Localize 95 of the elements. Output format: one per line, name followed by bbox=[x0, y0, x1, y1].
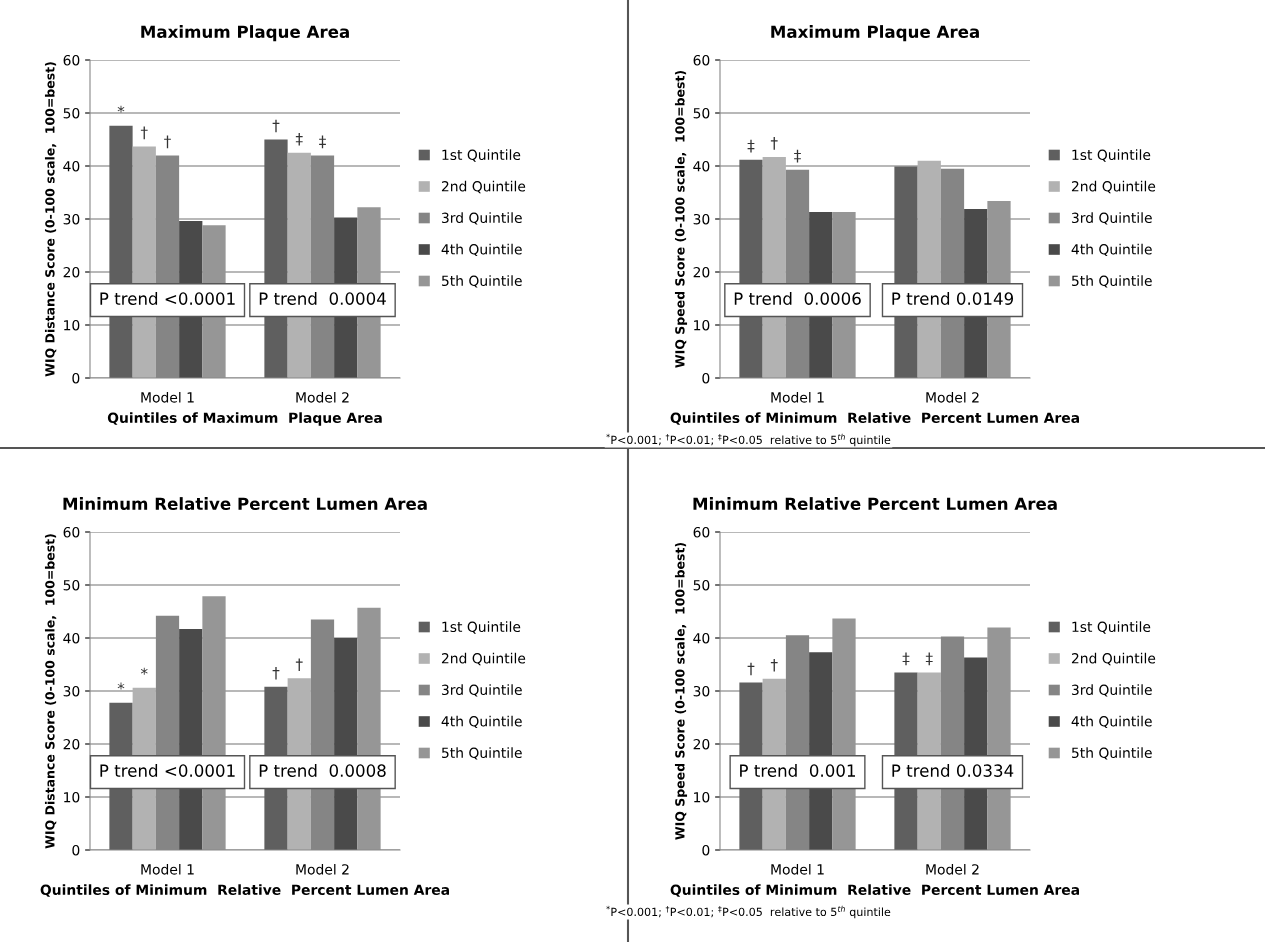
legend-label: 3rd Quintile bbox=[1071, 684, 1152, 697]
legend-label: 2nd Quintile bbox=[1071, 652, 1156, 666]
y-tick-label: 60 bbox=[63, 526, 80, 538]
data-label: † bbox=[164, 135, 171, 149]
legend-label: 3rd Quintile bbox=[1071, 212, 1152, 225]
data-label: † bbox=[295, 658, 303, 672]
data-label: ‡ bbox=[902, 652, 910, 666]
y-tick-label: 40 bbox=[63, 632, 80, 644]
legend-label: 4th Quintile bbox=[1071, 715, 1152, 729]
y-tick-label: 0 bbox=[702, 372, 710, 384]
y-axis-title: WIQ Distance Score (0-100 scale, 100=best) bbox=[44, 62, 57, 377]
text: $^{*}$P<0.001; $^{†}$P<0.01; $^{‡}$P<0.05 relative to 5$^{th}$ quintile bbox=[606, 905, 891, 919]
y-tick-label: 40 bbox=[693, 160, 710, 172]
data-label: ‡ bbox=[295, 132, 303, 146]
y-tick-label: 30 bbox=[63, 213, 80, 225]
x-axis-title: Quintiles of Minimum Relative Percent Lumen Area bbox=[670, 884, 1079, 897]
annotation: P trend <0.0001 bbox=[100, 292, 235, 305]
data-label: ‡ bbox=[794, 149, 801, 163]
x-axis-title: Quintiles of Minimum Relative Percent Lumen Area bbox=[40, 884, 449, 897]
y-tick-label: 10 bbox=[64, 319, 80, 331]
data-label: † bbox=[770, 137, 778, 150]
data-label: ‡ bbox=[747, 139, 755, 153]
chart-title: Maximum Plaque Area bbox=[141, 25, 349, 42]
text: $^{*}$P<0.001; $^{†}$P<0.01; $^{‡}$P<0.05 relative to 5$^{th}$ quintile bbox=[606, 433, 891, 447]
y-tick-label: 10 bbox=[694, 319, 710, 331]
annotation: P trend 0.0149 bbox=[892, 292, 1014, 305]
legend-label: 1st Quintile bbox=[442, 621, 521, 634]
y-tick-label: 0 bbox=[702, 844, 710, 856]
y-tick-label: 60 bbox=[693, 54, 710, 66]
chart-title: Maximum Plaque Area bbox=[771, 25, 979, 42]
legend-label: 3rd Quintile bbox=[441, 212, 522, 225]
y-tick-label: 20 bbox=[63, 266, 80, 278]
x-axis-title: Quintiles of Maximum Plaque Area bbox=[107, 412, 382, 426]
x-axis-title: Quintiles of Minimum Relative Percent Lumen Area bbox=[670, 412, 1079, 425]
annotation: P trend 0.0334 bbox=[892, 764, 1014, 777]
data-label: † bbox=[140, 126, 148, 140]
x-tick-label: Model 2 bbox=[926, 391, 979, 403]
annotation: P trend 0.0008 bbox=[259, 764, 386, 777]
legend-label: 1st Quintile bbox=[1072, 621, 1151, 634]
data-label: † bbox=[272, 666, 280, 680]
legend-label: 3rd Quintile bbox=[441, 684, 522, 697]
legend-label: 1st Quintile bbox=[1072, 149, 1151, 162]
legend-label: 4th Quintile bbox=[441, 715, 522, 729]
data-label: * bbox=[117, 105, 125, 113]
chart-title: Minimum Relative Percent Lumen Area bbox=[693, 497, 1057, 511]
legend-label: 5th Quintile bbox=[1071, 275, 1152, 288]
y-tick-label: 40 bbox=[693, 632, 710, 644]
legend-label: 5th Quintile bbox=[441, 275, 522, 288]
x-tick-label: Model 1 bbox=[141, 391, 194, 403]
annotation: P trend 0.001 bbox=[740, 764, 855, 777]
legend-label: 2nd Quintile bbox=[1071, 180, 1156, 194]
data-label: ‡ bbox=[319, 135, 326, 149]
x-tick-label: Model 2 bbox=[296, 863, 349, 875]
legend-label: 2nd Quintile bbox=[441, 652, 526, 666]
x-tick-label: Model 1 bbox=[141, 863, 194, 875]
y-tick-label: 50 bbox=[693, 579, 710, 591]
y-tick-label: 20 bbox=[693, 266, 710, 278]
y-tick-label: 60 bbox=[693, 526, 710, 538]
y-tick-label: 50 bbox=[63, 579, 80, 591]
legend-label: 1st Quintile bbox=[442, 149, 521, 162]
annotation: P trend 0.0006 bbox=[734, 292, 861, 305]
chart-title: Minimum Relative Percent Lumen Area bbox=[63, 497, 427, 511]
y-tick-label: 20 bbox=[693, 738, 710, 750]
x-tick-label: Model 2 bbox=[926, 863, 979, 875]
data-label: † bbox=[272, 119, 280, 133]
y-tick-label: 50 bbox=[63, 107, 80, 119]
y-axis-title: WIQ Speed Score (0-100 scale, 100=best) bbox=[674, 542, 688, 840]
y-tick-label: 20 bbox=[63, 738, 80, 750]
x-tick-label: Model 2 bbox=[296, 391, 349, 403]
y-tick-label: 0 bbox=[72, 372, 80, 384]
data-label: ‡ bbox=[925, 652, 933, 666]
y-tick-label: 50 bbox=[693, 107, 710, 119]
y-tick-label: 30 bbox=[693, 213, 710, 225]
legend-label: 5th Quintile bbox=[1071, 747, 1152, 760]
data-label: * bbox=[117, 682, 125, 690]
y-axis-title: WIQ Distance Score (0-100 scale, 100=best) bbox=[44, 534, 57, 849]
y-tick-label: 10 bbox=[64, 791, 80, 803]
y-tick-label: 0 bbox=[72, 844, 80, 856]
data-label: † bbox=[747, 662, 755, 676]
legend-label: 4th Quintile bbox=[1071, 243, 1152, 257]
annotation: P trend <0.0001 bbox=[100, 764, 235, 777]
legend-label: 5th Quintile bbox=[441, 747, 522, 760]
legend-label: 4th Quintile bbox=[441, 243, 522, 257]
y-tick-label: 10 bbox=[694, 791, 710, 803]
y-tick-label: 60 bbox=[63, 54, 80, 66]
annotation: P trend 0.0004 bbox=[259, 292, 386, 305]
y-tick-label: 40 bbox=[63, 160, 80, 172]
legend-label: 2nd Quintile bbox=[441, 180, 526, 194]
data-label: † bbox=[770, 658, 778, 672]
x-tick-label: Model 1 bbox=[771, 863, 824, 875]
x-tick-label: Model 1 bbox=[771, 391, 824, 403]
y-tick-label: 30 bbox=[693, 685, 710, 697]
y-tick-label: 30 bbox=[63, 685, 80, 697]
y-axis-title: WIQ Speed Score (0-100 scale, 100=best) bbox=[674, 70, 688, 368]
data-label: * bbox=[140, 667, 148, 675]
